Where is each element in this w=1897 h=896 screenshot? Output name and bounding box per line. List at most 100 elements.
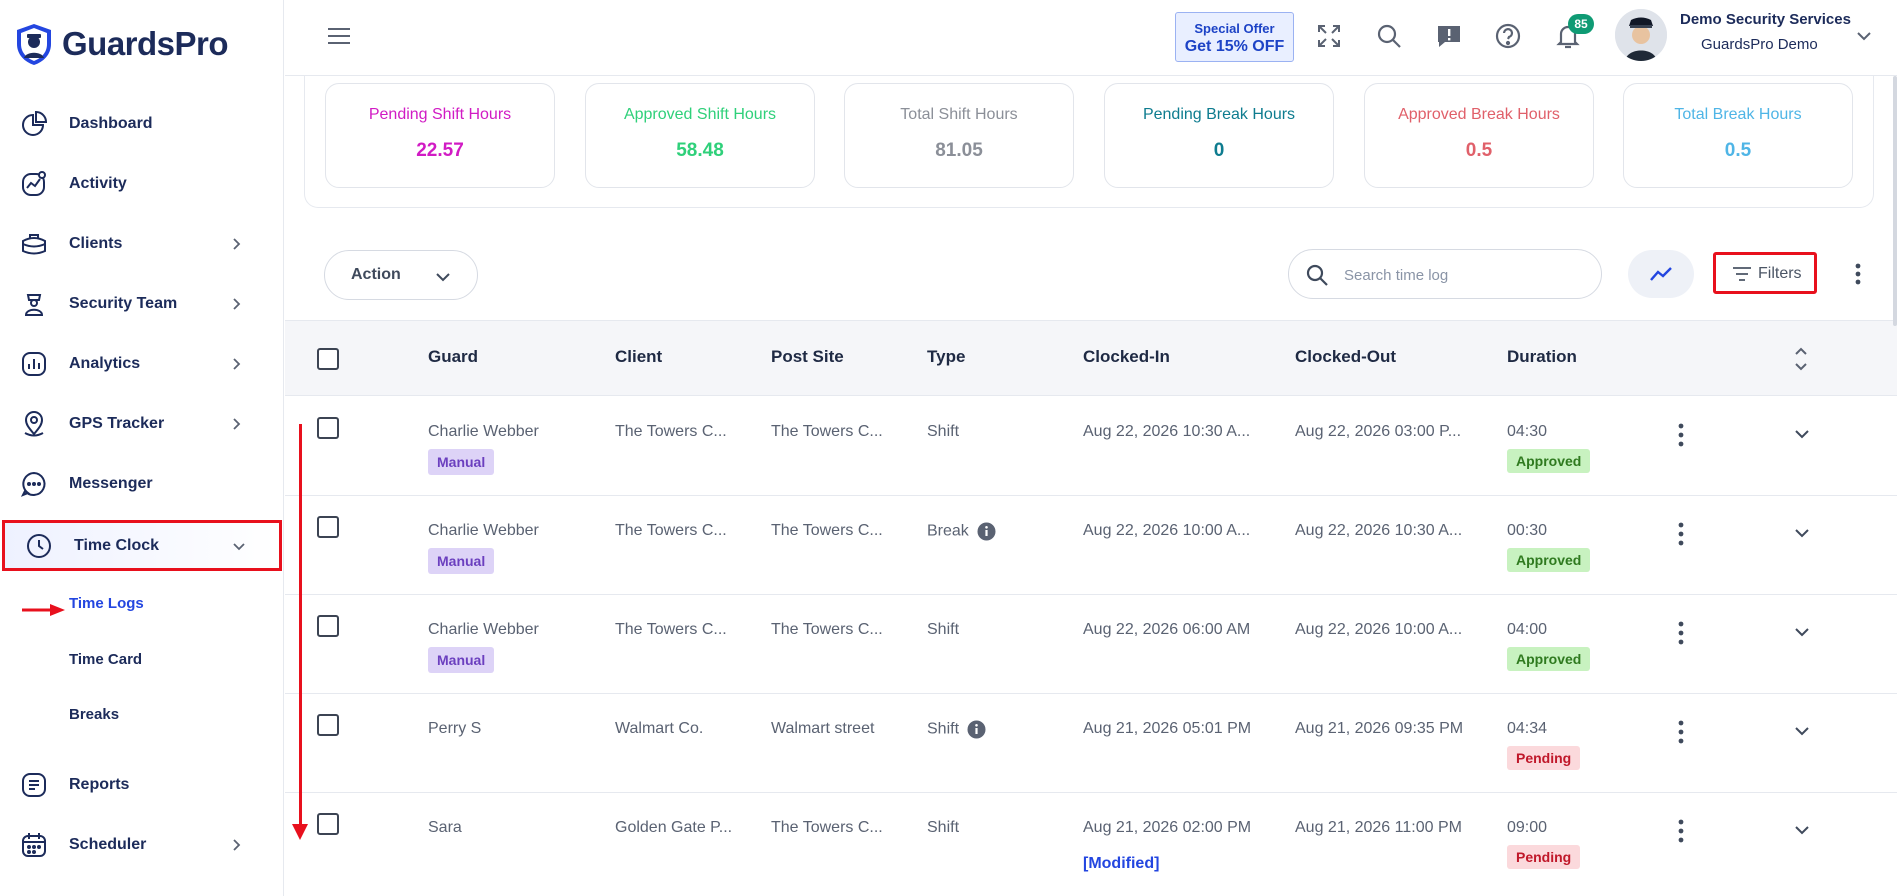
top-header: Special Offer Get 15% OFF 85 Demo Securi… (285, 0, 1897, 76)
row-checkbox[interactable] (317, 516, 339, 538)
table-row[interactable]: Sara Golden Gate P... The Towers C... Sh… (285, 793, 1897, 892)
cell-guard[interactable]: Charlie Webber (428, 423, 539, 440)
more-vertical-icon[interactable] (1669, 421, 1693, 449)
table-row[interactable]: Charlie Webber Manual The Towers C... Th… (285, 496, 1897, 595)
chevron-down-icon[interactable] (1793, 821, 1811, 839)
stat-title: Pending Break Hours (1142, 106, 1296, 123)
more-vertical-icon[interactable] (1669, 619, 1693, 647)
row-checkbox[interactable] (317, 813, 339, 835)
chevron-down-icon[interactable] (1793, 722, 1811, 740)
info-icon[interactable] (977, 522, 996, 541)
manual-tag: Manual (428, 449, 495, 475)
more-vertical-icon[interactable] (1669, 520, 1693, 548)
filter-icon (1733, 267, 1751, 281)
info-icon[interactable] (967, 720, 986, 739)
more-vertical-icon[interactable] (1669, 718, 1693, 746)
chevron-down-icon[interactable] (1793, 623, 1811, 641)
cell-clocked-in: Aug 21, 2026 05:01 PM (1083, 720, 1252, 737)
column-header-clocked-out[interactable]: Clocked-Out (1295, 347, 1397, 366)
row-checkbox[interactable] (317, 417, 339, 439)
help-icon[interactable] (1494, 22, 1522, 50)
table-row[interactable]: Charlie Webber Manual The Towers C... Th… (285, 595, 1897, 694)
activity-icon (22, 171, 46, 196)
sidebar-item-analytics[interactable]: Analytics (0, 339, 284, 389)
stat-title: Total Shift Hours (900, 106, 1018, 123)
status-badge: Approved (1507, 548, 1591, 572)
stat-value: 0.5 (1465, 140, 1493, 161)
chart-toggle-button[interactable] (1628, 250, 1694, 298)
stat-value: 22.57 (416, 140, 464, 161)
cell-guard[interactable]: Charlie Webber (428, 621, 539, 638)
cell-guard[interactable]: Perry S (428, 720, 482, 737)
sidebar-item-clients[interactable]: Clients (0, 219, 284, 269)
column-header-post-site[interactable]: Post Site (771, 347, 844, 366)
more-vertical-icon[interactable] (1669, 817, 1693, 845)
chevron-down-icon (233, 542, 245, 550)
chevron-down-icon (436, 273, 450, 282)
chevron-down-icon[interactable] (1793, 524, 1811, 542)
sidebar-sub-breaks[interactable]: Breaks (69, 706, 120, 723)
table-row[interactable]: Charlie Webber Manual The Towers C... Th… (285, 397, 1897, 496)
sidebar-item-security-team[interactable]: Security Team (0, 279, 284, 329)
sidebar-sub-time-logs[interactable]: Time Logs (69, 595, 144, 612)
analytics-icon (22, 352, 46, 376)
more-vertical-icon[interactable] (1846, 262, 1870, 286)
pie-chart-icon (22, 110, 48, 136)
search-input[interactable] (1344, 264, 1584, 286)
fullscreen-icon[interactable] (1315, 22, 1343, 50)
column-header-clocked-in[interactable]: Clocked-In (1083, 347, 1170, 366)
sidebar-item-activity[interactable]: Activity (0, 159, 284, 209)
stat-title: Pending Shift Hours (368, 106, 512, 123)
annotation-arrow-right-icon (22, 604, 65, 616)
cell-guard[interactable]: Sara (428, 819, 462, 836)
sidebar-item-reports[interactable]: Reports (0, 760, 284, 810)
stat-value: 0 (1213, 140, 1225, 161)
hamburger-menu-icon[interactable] (327, 26, 351, 46)
cell-guard[interactable]: Charlie Webber (428, 522, 539, 539)
special-offer-button[interactable]: Special Offer Get 15% OFF (1175, 12, 1294, 62)
stat-value: 0.5 (1724, 140, 1752, 161)
column-header-duration[interactable]: Duration (1507, 347, 1577, 366)
search-icon[interactable] (1375, 22, 1403, 50)
column-header-guard[interactable]: Guard (428, 347, 479, 366)
stat-card-total-shift: Total Shift Hours 81.05 (844, 83, 1074, 188)
sidebar: GuardsPro Dashboard Activity Clients Sec… (0, 0, 284, 896)
cell-post-site: The Towers C... (771, 819, 883, 836)
chevron-right-icon (233, 839, 241, 851)
calendar-icon (22, 833, 46, 857)
sidebar-item-messenger[interactable]: Messenger (0, 459, 284, 509)
status-badge: Pending (1507, 845, 1581, 869)
sidebar-sub-time-card[interactable]: Time Card (69, 651, 143, 668)
avatar[interactable] (1615, 9, 1667, 61)
modified-label[interactable]: [Modified] (1083, 855, 1160, 872)
logo-text: GuardsPro (62, 25, 229, 62)
sidebar-item-label: Clients (69, 235, 123, 252)
offer-line2: Get 15% OFF (1184, 38, 1285, 55)
column-header-client[interactable]: Client (615, 347, 663, 366)
chevron-down-icon[interactable] (1793, 425, 1811, 443)
sidebar-item-dashboard[interactable]: Dashboard (0, 99, 284, 149)
select-all-checkbox[interactable] (317, 348, 339, 370)
column-header-type[interactable]: Type (927, 347, 966, 366)
row-checkbox[interactable] (317, 615, 339, 637)
logo[interactable]: GuardsPro (14, 22, 229, 66)
chevron-right-icon (233, 358, 241, 370)
action-dropdown[interactable]: Action (324, 250, 478, 300)
feedback-icon[interactable] (1435, 22, 1463, 50)
stat-title: Total Break Hours (1674, 106, 1802, 123)
filters-button[interactable]: Filters (1713, 252, 1817, 294)
chevron-down-icon[interactable] (1855, 27, 1873, 45)
annotation-arrow-down-icon (292, 824, 308, 840)
sidebar-item-label: Activity (69, 175, 127, 192)
scrollbar[interactable] (1893, 76, 1897, 326)
sidebar-item-scheduler[interactable]: Scheduler (0, 820, 284, 870)
cell-client: The Towers C... (615, 522, 727, 539)
cell-clocked-in: Aug 22, 2026 10:00 A... (1083, 522, 1251, 539)
table-row[interactable]: Perry S Walmart Co. Walmart street Shift… (285, 694, 1897, 793)
row-checkbox[interactable] (317, 714, 339, 736)
status-badge: Approved (1507, 647, 1591, 671)
sidebar-item-gps-tracker[interactable]: GPS Tracker (0, 399, 284, 449)
sidebar-item-time-clock[interactable]: Time Clock (2, 520, 282, 571)
search-time-log (1288, 249, 1602, 299)
expand-collapse-icon[interactable] (1793, 345, 1809, 373)
